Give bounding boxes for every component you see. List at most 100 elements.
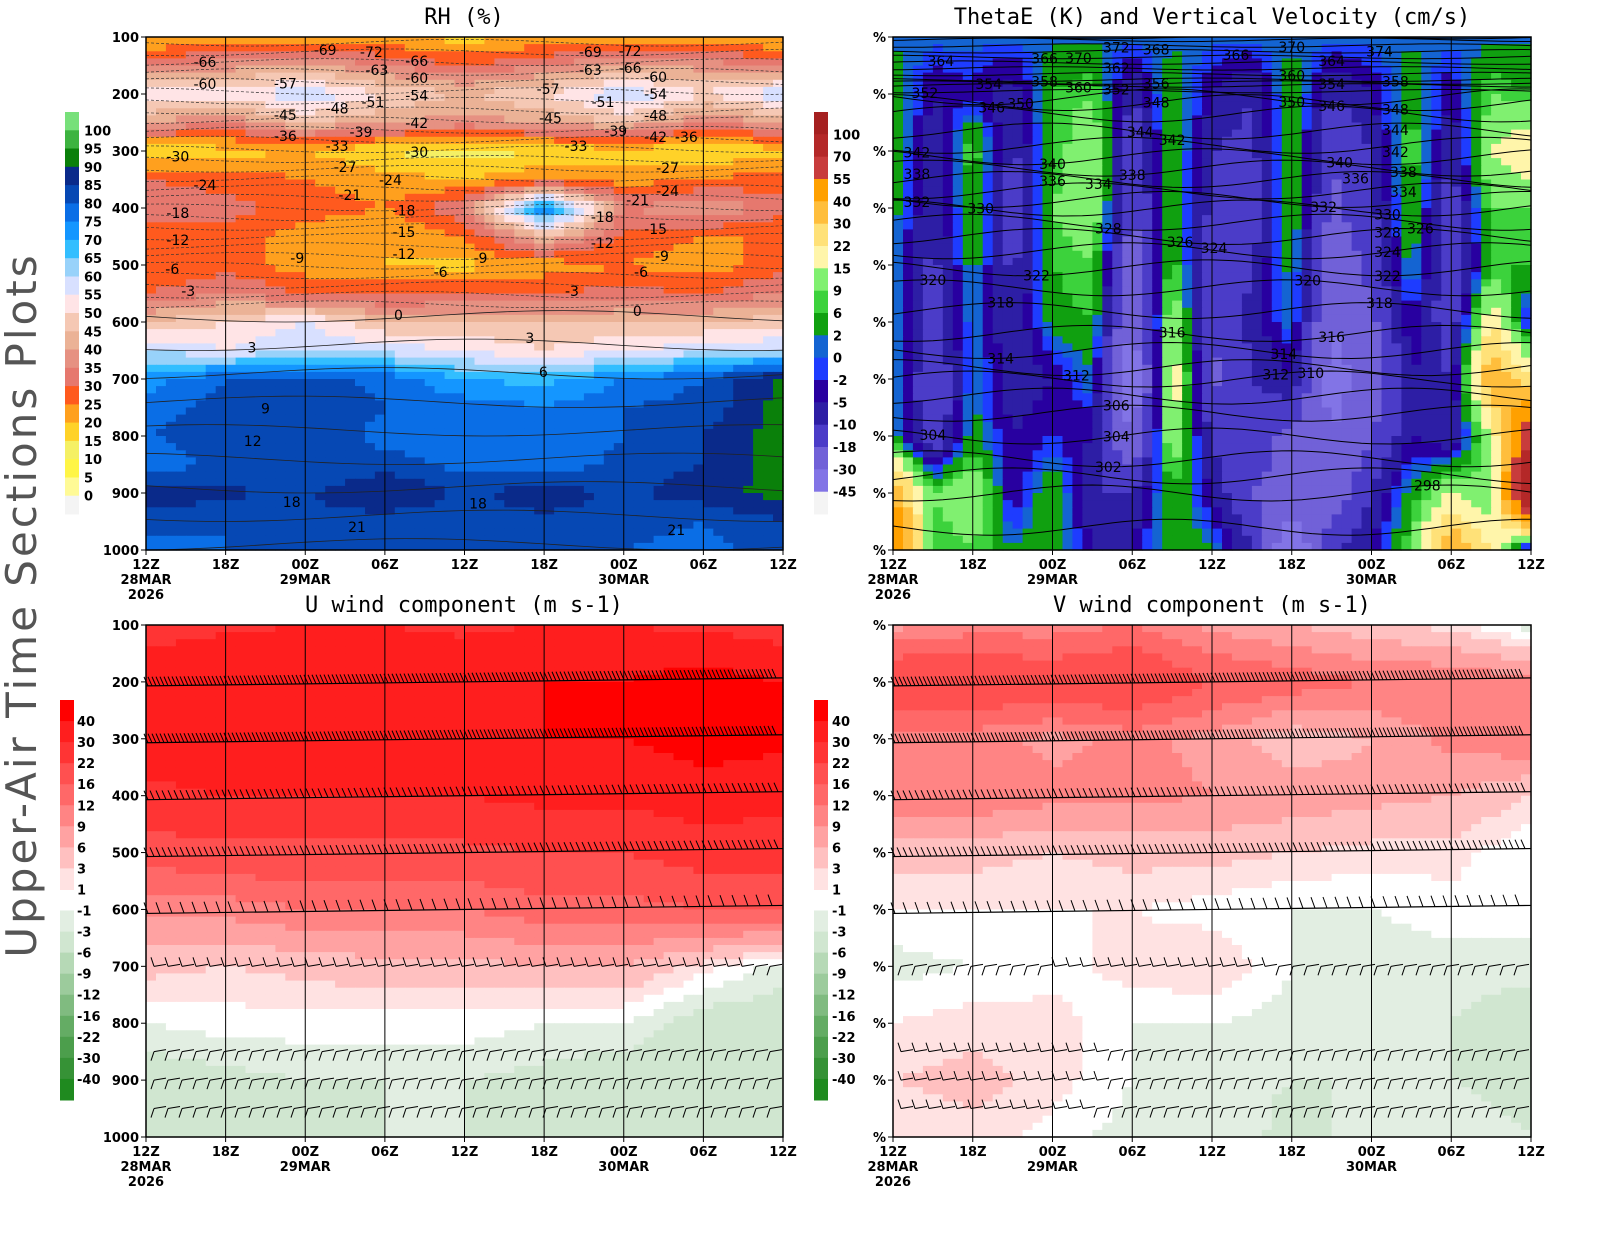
contour-cell — [554, 193, 565, 202]
contour-cell — [763, 478, 774, 487]
temperature-contour-label: -60 — [405, 71, 428, 87]
contour-cell — [315, 428, 326, 437]
colorbar-swatch — [65, 221, 79, 241]
contour-cell — [663, 528, 675, 537]
contour-cell — [474, 151, 486, 159]
contour-cell — [444, 485, 456, 494]
contour-cell — [653, 250, 665, 259]
contour-cell — [335, 51, 346, 59]
contour-cell — [753, 200, 764, 209]
contour-cell — [365, 200, 376, 209]
contour-cell — [733, 307, 744, 316]
contour-cell — [454, 286, 466, 295]
x-year-label: 2026 — [128, 588, 164, 603]
contour-cell — [703, 329, 714, 337]
contour-cell — [245, 300, 257, 309]
v-wind-title: V wind component (m s-1) — [1053, 593, 1371, 618]
contour-cell — [693, 307, 704, 316]
contour-cell — [374, 143, 386, 152]
contour-cell — [474, 172, 486, 181]
contour-cell — [703, 542, 714, 551]
contour-cell — [723, 322, 734, 330]
contour-cell — [185, 272, 197, 280]
contour-cell — [504, 393, 515, 401]
contour-cell — [524, 521, 535, 530]
contour-cell — [474, 108, 486, 116]
colorbar-label: 5 — [84, 472, 93, 487]
contour-cell — [325, 400, 336, 409]
contour-cell — [165, 37, 177, 45]
contour-cell — [474, 478, 486, 487]
contour-cell — [613, 143, 625, 152]
contour-cell — [345, 272, 356, 280]
contour-cell — [693, 243, 704, 252]
contour-cell — [982, 44, 994, 52]
contour-cell — [454, 357, 466, 366]
contour-cell — [305, 108, 316, 116]
contour-cell — [225, 428, 237, 437]
contour-cell — [623, 72, 635, 81]
contour-cell — [175, 172, 187, 181]
contour-cell — [205, 478, 217, 487]
contour-cell — [753, 393, 764, 401]
contour-cell — [474, 58, 486, 67]
contour-cell — [454, 528, 466, 537]
contour-cell — [613, 443, 625, 451]
contour-cell — [305, 172, 316, 181]
contour-cell — [315, 336, 326, 344]
contour-cell — [603, 129, 615, 138]
contour-cell — [146, 336, 157, 344]
contour-cell — [384, 236, 396, 245]
contour-cell — [663, 51, 675, 59]
contour-cell — [345, 108, 356, 116]
contour-cell — [225, 215, 237, 223]
contour-cell — [683, 421, 695, 430]
contour-cell — [653, 371, 665, 380]
contour-cell — [653, 65, 665, 74]
contour-cell — [365, 500, 376, 508]
contour-cell — [454, 101, 466, 109]
contour-cell — [564, 507, 575, 515]
contour-cell — [285, 443, 296, 451]
contour-cell — [345, 471, 356, 480]
contour-cell — [165, 428, 177, 437]
contour-cell — [325, 514, 336, 523]
contour-cell — [265, 542, 276, 551]
contour-cell — [743, 79, 754, 88]
y-tick-label: 800 — [112, 430, 139, 445]
contour-cell — [165, 286, 177, 295]
contour-cell — [165, 542, 177, 551]
contour-cell — [773, 514, 784, 523]
contour-cell — [185, 129, 197, 138]
contour-cell — [1231, 44, 1243, 52]
contour-cell — [474, 507, 486, 515]
contour-cell — [544, 286, 555, 295]
contour-cell — [434, 94, 446, 102]
contour-cell — [504, 300, 515, 309]
contour-cell — [693, 343, 704, 352]
contour-cell — [942, 44, 954, 52]
contour-cell — [613, 165, 625, 173]
contour-cell — [215, 428, 227, 437]
contour-cell — [583, 393, 595, 401]
contour-cell — [673, 300, 685, 309]
contour-cell — [733, 386, 744, 394]
contour-cell — [335, 322, 346, 330]
contour-cell — [673, 101, 685, 109]
contour-cell — [723, 293, 734, 302]
temperature-contour-line — [145, 126, 784, 134]
contour-cell — [265, 535, 276, 544]
contour-cell — [265, 151, 276, 159]
contour-cell — [703, 229, 714, 238]
contour-cell — [146, 65, 157, 74]
contour-cell — [156, 58, 167, 67]
contour-cell — [733, 471, 744, 480]
contour-cell — [743, 186, 754, 195]
contour-cell — [175, 514, 187, 523]
contour-cell — [285, 414, 296, 423]
contour-cell — [633, 151, 645, 159]
contour-cell — [156, 485, 167, 494]
contour-cell — [394, 179, 406, 188]
contour-cell — [1112, 51, 1123, 59]
contour-cell — [285, 279, 296, 287]
